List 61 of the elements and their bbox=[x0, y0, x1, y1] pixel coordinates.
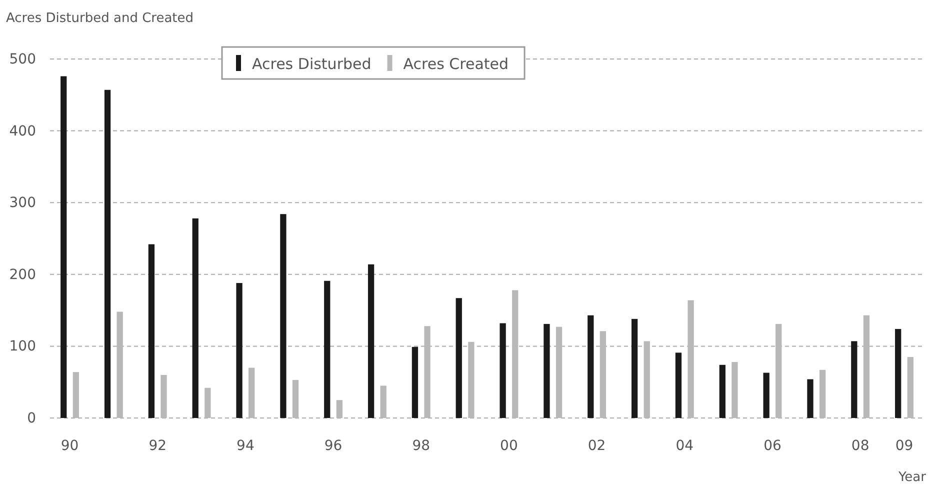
bar bbox=[280, 214, 286, 418]
y-axis-title: Acres Disturbed and Created bbox=[6, 11, 194, 26]
bar bbox=[500, 323, 506, 418]
bar bbox=[160, 374, 167, 418]
bar bbox=[248, 368, 255, 418]
bar bbox=[72, 372, 79, 418]
y-tick-label: 400 bbox=[9, 123, 36, 140]
y-tick-label: 200 bbox=[9, 266, 36, 283]
bar bbox=[192, 218, 198, 418]
bar bbox=[424, 326, 430, 418]
bar bbox=[895, 328, 902, 418]
x-tick-label: 92 bbox=[148, 438, 167, 454]
bar bbox=[776, 324, 782, 418]
bar bbox=[863, 315, 870, 418]
x-tick-label: 04 bbox=[676, 438, 694, 454]
bar bbox=[104, 90, 111, 418]
bar bbox=[675, 352, 682, 418]
bar bbox=[732, 362, 738, 418]
bar bbox=[556, 326, 562, 418]
bar bbox=[851, 341, 858, 418]
bar bbox=[512, 290, 518, 418]
bar bbox=[456, 298, 462, 418]
bar bbox=[544, 324, 550, 418]
bar bbox=[763, 372, 770, 418]
bar bbox=[324, 280, 330, 418]
bar bbox=[380, 386, 386, 418]
bar bbox=[412, 346, 418, 418]
bar bbox=[600, 331, 606, 418]
bar bbox=[688, 300, 694, 418]
bar bbox=[644, 341, 650, 418]
bar bbox=[719, 364, 726, 418]
x-tick-label: 94 bbox=[236, 438, 254, 454]
x-tick-label: 02 bbox=[588, 438, 606, 454]
bar bbox=[819, 370, 826, 418]
bar bbox=[588, 315, 594, 418]
x-tick-label: 00 bbox=[500, 438, 518, 454]
bar bbox=[204, 388, 211, 418]
x-tick-label: 98 bbox=[412, 438, 430, 454]
bar bbox=[907, 356, 914, 418]
x-tick-label: 09 bbox=[895, 438, 914, 454]
x-axis-title: Year bbox=[897, 470, 927, 485]
bar bbox=[292, 380, 299, 418]
bar bbox=[236, 283, 242, 418]
y-tick-label: 0 bbox=[27, 410, 36, 426]
bar bbox=[116, 312, 123, 418]
x-tick-label: 90 bbox=[60, 438, 79, 454]
bar bbox=[60, 76, 67, 418]
bar bbox=[807, 379, 814, 418]
bar bbox=[148, 244, 155, 418]
bar bbox=[631, 318, 638, 418]
y-tick-label: 300 bbox=[9, 195, 36, 212]
x-tick-label: 06 bbox=[764, 438, 782, 454]
legend-label: Acres Created bbox=[403, 55, 509, 73]
y-tick-label: 100 bbox=[9, 338, 36, 355]
bar bbox=[468, 342, 474, 418]
y-tick-label: 500 bbox=[9, 51, 36, 68]
bar bbox=[336, 400, 343, 418]
x-tick-label: 96 bbox=[324, 438, 342, 454]
legend-label: Acres Disturbed bbox=[252, 55, 372, 73]
bar bbox=[368, 264, 374, 418]
x-tick-label: 08 bbox=[851, 438, 870, 454]
